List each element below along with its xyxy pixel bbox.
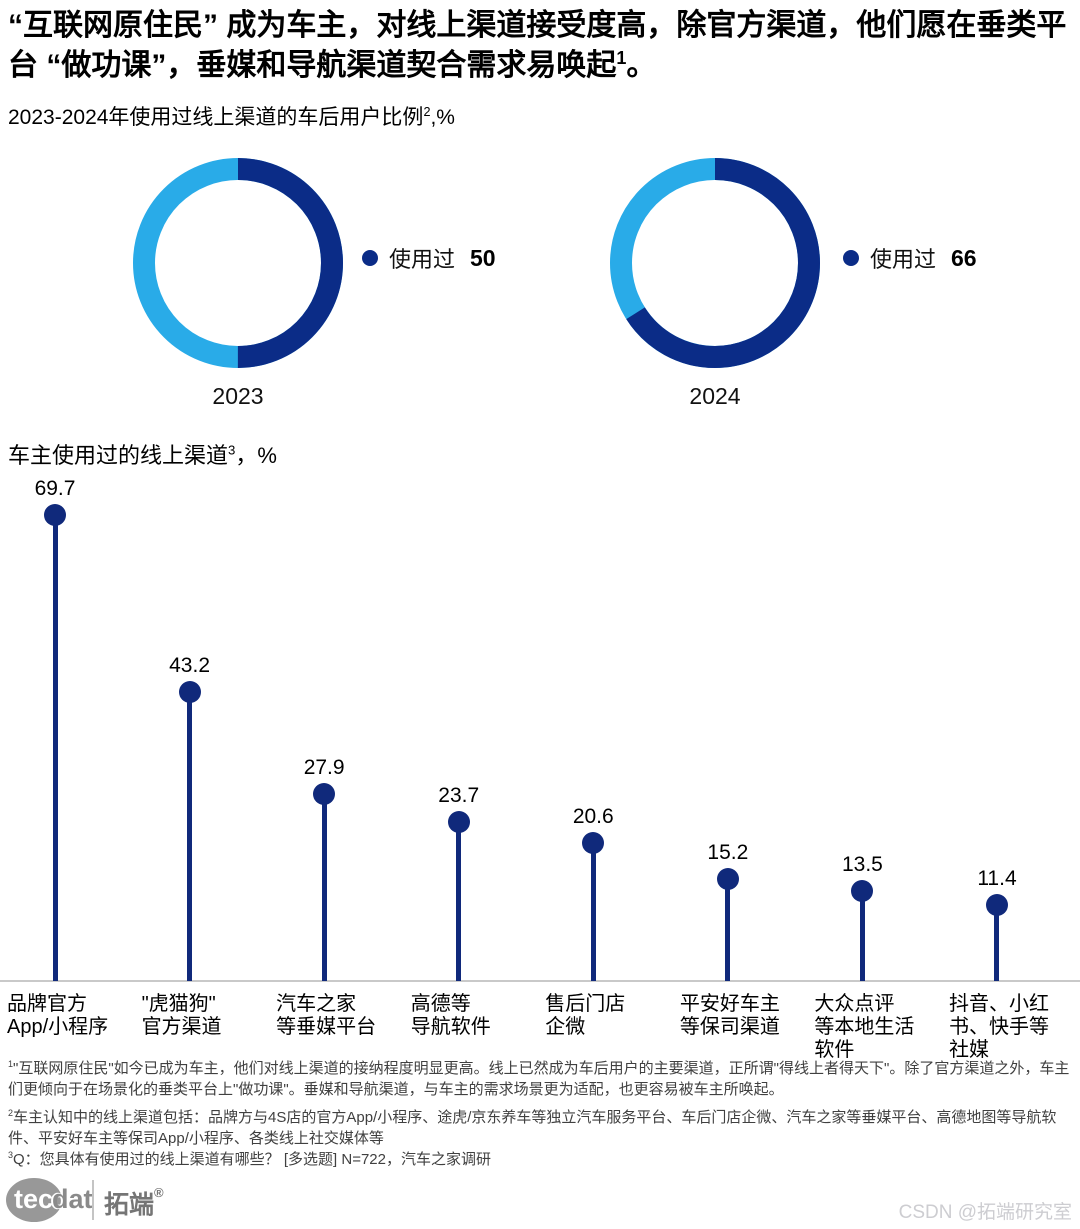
lollipop-dot [716,868,739,891]
lollipop-dot [851,879,874,902]
footnote-1: 1"互联网原住民"如今已成为车主，他们对线上渠道的接纳程度明显更高。线上已然成为… [8,1059,1070,1099]
registered-mark-icon: ® [154,1185,164,1200]
logo-text-dat: dat [52,1184,93,1214]
footnote-2: 2车主认知中的线上渠道包括：品牌方与4S店的官方App/小程序、途虎/京东养车等… [8,1108,1057,1148]
lollipop-value-label: 11.4 [977,866,1017,890]
category-label-line: 书、快手等 [948,1016,1049,1038]
lollipop-chart-title: 车主使用过的线上渠道3，% [8,442,277,468]
lollipop-category-label: "虎猫狗" 官方渠道 [142,993,302,1039]
lollipop-stem [456,822,462,981]
donut-legend-2024: 使用过 66 [843,244,977,272]
lollipop-category-label: 汽车之家 等垂媒平台 [276,993,436,1039]
lollipop-value-label: 20.6 [572,805,614,829]
lollipop-dot [313,783,336,806]
lollipop-category-label: 高德等 导航软件 [411,993,571,1039]
lollipop-value-label: 27.9 [303,756,345,780]
lollipop-category-label: 平安好车主 等保司渠道 [680,993,840,1039]
legend-label: 使用过 [389,247,456,272]
lollipop-value-label: 69.7 [34,476,76,500]
lollipop-dot [178,680,201,703]
donut-year-label-2023: 2023 [212,383,264,409]
tecdat-logo: tec dat 拓端® [6,1177,226,1223]
legend-value: 50 [470,244,496,271]
x-axis-line [0,980,1080,982]
lollipop-value-label: 15.2 [707,841,749,865]
lollipop-dot [582,832,605,855]
lollipop-dot [447,811,470,834]
logo-text-tec: tec [14,1184,54,1214]
category-label-line: 等保司渠道 [679,1016,780,1038]
legend-value: 66 [951,244,977,271]
donut-year-label-2024: 2024 [689,383,741,409]
category-label-line: 平安好车主 [679,993,780,1015]
lollipop-value-label: 23.7 [438,784,480,808]
lollipop-category-label: 大众点评 等本地生活 软件 [814,993,974,1062]
donut-footnote-ref: 2 [423,105,431,119]
category-label-line: 高德等 [410,993,471,1015]
logo-ellipse-icon [6,1178,62,1222]
category-label-line: 导航软件 [410,1016,491,1038]
lollipop-stem [187,691,193,981]
page-title: “互联网原住民” 成为车主，对线上渠道接受度高，除官方渠道，他们愿在垂类平台 “… [8,9,1067,82]
legend-dot-icon [362,250,378,266]
category-label-line: 售后门店 [545,993,626,1015]
category-label-line: "虎猫狗" [141,993,216,1015]
donut-legend-2023: 使用过 50 [362,244,496,272]
lollipop-stem [994,904,1000,981]
lollipop-stem [52,514,58,981]
lollipop-stem [590,843,596,981]
logo-text-cn: 拓端® [104,1185,164,1219]
donut-segment-used [610,158,820,368]
category-label-line: 汽车之家 [276,993,357,1015]
category-label-line: 官方渠道 [141,1016,222,1038]
footnote-3: 3Q：您具体有使用过的线上渠道有哪些？ [多选题] N=722，汽车之家调研 [8,1150,491,1169]
category-label-line: 大众点评 [814,993,895,1015]
category-label-line: 等本地生活 [814,1016,915,1038]
donut-section-title: 2023-2024年使用过线上渠道的车后用户比例2,% [8,105,455,129]
title-footnote-ref: 1 [616,48,627,68]
category-label-line: 抖音、小红 [948,993,1049,1015]
lollipop-stem [321,794,327,981]
category-label-line: App/小程序 [7,1016,109,1038]
lollipop-dot [44,503,66,526]
lollipop-category-label: 品牌官方 App/小程序 [7,993,167,1039]
lollipop-value-label: 43.2 [169,653,210,677]
lollipop-category-label: 抖音、小红 书、快手等 社媒 [949,993,1080,1062]
legend-dot-icon [843,250,859,266]
category-label-line: 社媒 [948,1039,989,1061]
donut-segment-used [133,158,343,368]
lollipop-stem [725,879,731,981]
lollipop-stem [859,890,865,981]
lollipop-category-label: 售后门店 企微 [545,993,705,1039]
logo-divider [92,1180,94,1220]
donut-ring-2023 [133,158,343,368]
csdn-watermark: CSDN @拓端研究室 [898,1202,1072,1223]
category-label-line: 等垂媒平台 [276,1016,377,1038]
legend-label: 使用过 [870,247,937,272]
category-label-line: 品牌官方 [7,993,87,1015]
lollipop-value-label: 13.5 [841,852,883,876]
category-label-line: 企微 [545,1016,586,1038]
donut-ring-2024 [610,158,820,368]
category-label-line: 软件 [814,1039,855,1061]
lollipop-footnote-ref: 3 [228,442,236,458]
lollipop-dot [985,893,1008,916]
